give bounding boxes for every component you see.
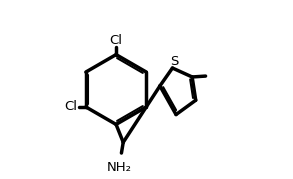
Text: NH₂: NH₂	[107, 161, 132, 174]
Text: Cl: Cl	[110, 33, 122, 47]
Text: S: S	[170, 55, 178, 68]
Text: Cl: Cl	[64, 100, 77, 113]
